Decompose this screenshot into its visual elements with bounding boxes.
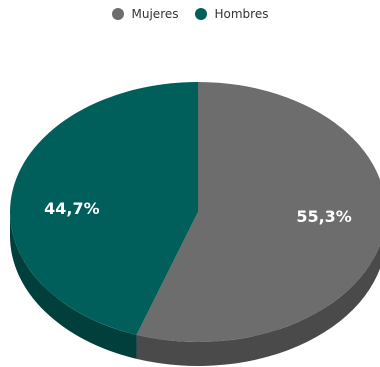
chart-legend: Mujeres Hombres <box>0 7 380 21</box>
legend-label-mujeres: Mujeres <box>131 7 179 21</box>
legend-marker-hombres <box>194 8 207 20</box>
legend-item-mujeres[interactable]: Mujeres <box>111 7 179 21</box>
pie-slices <box>10 82 380 342</box>
legend-item-hombres[interactable]: Hombres <box>194 7 269 21</box>
pie-sides <box>10 212 380 366</box>
slice-hombres[interactable] <box>10 82 199 335</box>
slice-label-hombres: 44,7% <box>44 199 100 218</box>
legend-label-hombres: Hombres <box>214 7 269 21</box>
pie-labels: 55,3% 44,7% <box>44 199 352 226</box>
slice-side-hombres <box>10 212 137 359</box>
slice-mujeres[interactable] <box>136 82 380 342</box>
legend-marker-mujeres <box>111 8 124 20</box>
slice-label-mujeres: 55,3% <box>296 207 352 226</box>
slice-side-mujeres <box>136 244 380 366</box>
